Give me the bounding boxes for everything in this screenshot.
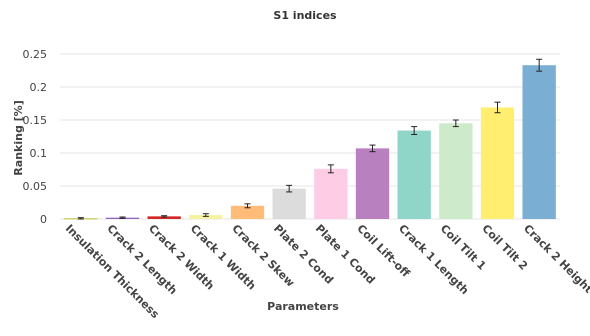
error-bar	[202, 213, 209, 217]
x-axis-title: Parameters	[267, 300, 339, 313]
error-bar	[119, 216, 126, 219]
chart-title: S1 indices	[273, 9, 337, 22]
x-tick-label: Crack 2 Height	[521, 222, 590, 296]
bar	[189, 215, 223, 219]
error-bar	[452, 119, 459, 128]
bar	[355, 148, 390, 219]
bar	[522, 65, 556, 219]
bar	[147, 216, 181, 219]
bars	[64, 65, 556, 220]
error-bar	[369, 144, 376, 153]
y-tick-label: 0.25	[23, 48, 48, 61]
error-bar	[494, 101, 501, 114]
x-tick-label: Crack 1 Length	[396, 222, 471, 297]
error-bar	[77, 217, 84, 220]
bar	[230, 205, 265, 219]
y-tick-label: 0.1	[30, 147, 48, 160]
y-axis-ticks: 0 0.05 0.1 0.15 0.2 0.25	[23, 48, 48, 226]
y-tick-label: 0	[40, 213, 47, 226]
y-tick-label: 0.15	[23, 114, 48, 127]
error-bar	[161, 215, 168, 218]
error-bar	[286, 184, 293, 193]
gridlines	[60, 53, 560, 220]
bar	[397, 130, 431, 219]
y-tick-label: 0.05	[23, 180, 48, 193]
error-bar	[244, 203, 251, 209]
x-tick-label: Crack 2 Length	[104, 222, 179, 297]
y-axis-title: Ranking [%]	[12, 100, 25, 175]
bar	[272, 188, 306, 219]
error-bar	[327, 164, 334, 174]
bar	[480, 107, 515, 219]
error-bar	[536, 58, 543, 72]
bar	[439, 123, 473, 219]
bar	[314, 168, 348, 219]
error-bar	[411, 126, 418, 136]
y-tick-label: 0.2	[30, 81, 48, 94]
error-bars	[77, 58, 543, 220]
